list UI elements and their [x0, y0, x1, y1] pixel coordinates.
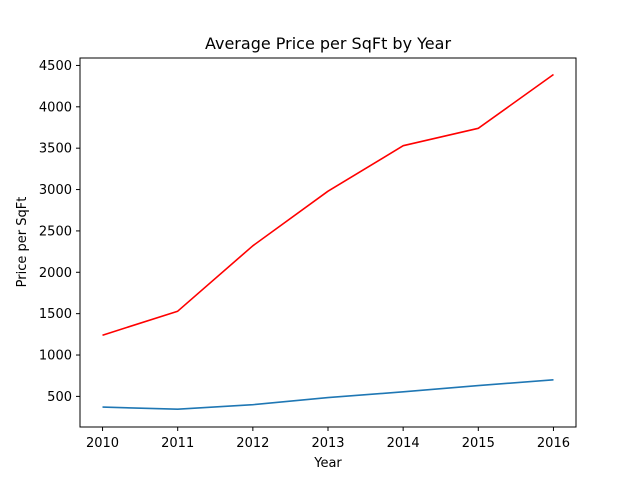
plot-frame [79, 57, 577, 428]
x-axis-label: Year [313, 456, 342, 471]
y-axis-label: Price per SqFt [15, 197, 30, 288]
x-tick-label: 2012 [236, 436, 269, 451]
y-tick-label: 4000 [39, 100, 72, 115]
chart-title: Average Price per SqFt by Year [205, 34, 451, 53]
y-tick-label: 1000 [39, 349, 72, 364]
x-tick-label: 2014 [387, 436, 420, 451]
x-tick-label: 2010 [86, 436, 119, 451]
x-tick-label: 2011 [161, 436, 194, 451]
x-axis-ticks: 2010 2011 2012 2013 2014 2015 2016 [86, 427, 570, 451]
y-tick-label: 500 [47, 390, 72, 405]
y-tick-label: 3500 [39, 142, 72, 157]
y-tick-label: 2000 [39, 266, 72, 281]
y-tick-label: 3000 [39, 183, 72, 198]
series-line-1 [102, 73, 554, 336]
y-tick-label: 1500 [39, 307, 72, 322]
y-tick-label: 4500 [39, 59, 72, 74]
x-tick-label: 2015 [462, 436, 495, 451]
x-tick-label: 2016 [537, 436, 570, 451]
series-layer [102, 73, 554, 411]
series-line-2 [102, 379, 554, 411]
y-tick-label: 2500 [39, 224, 72, 239]
y-axis-ticks: 500 1000 1500 2000 2500 3000 3500 4000 4500 [39, 59, 80, 405]
x-tick-label: 2013 [311, 436, 344, 451]
